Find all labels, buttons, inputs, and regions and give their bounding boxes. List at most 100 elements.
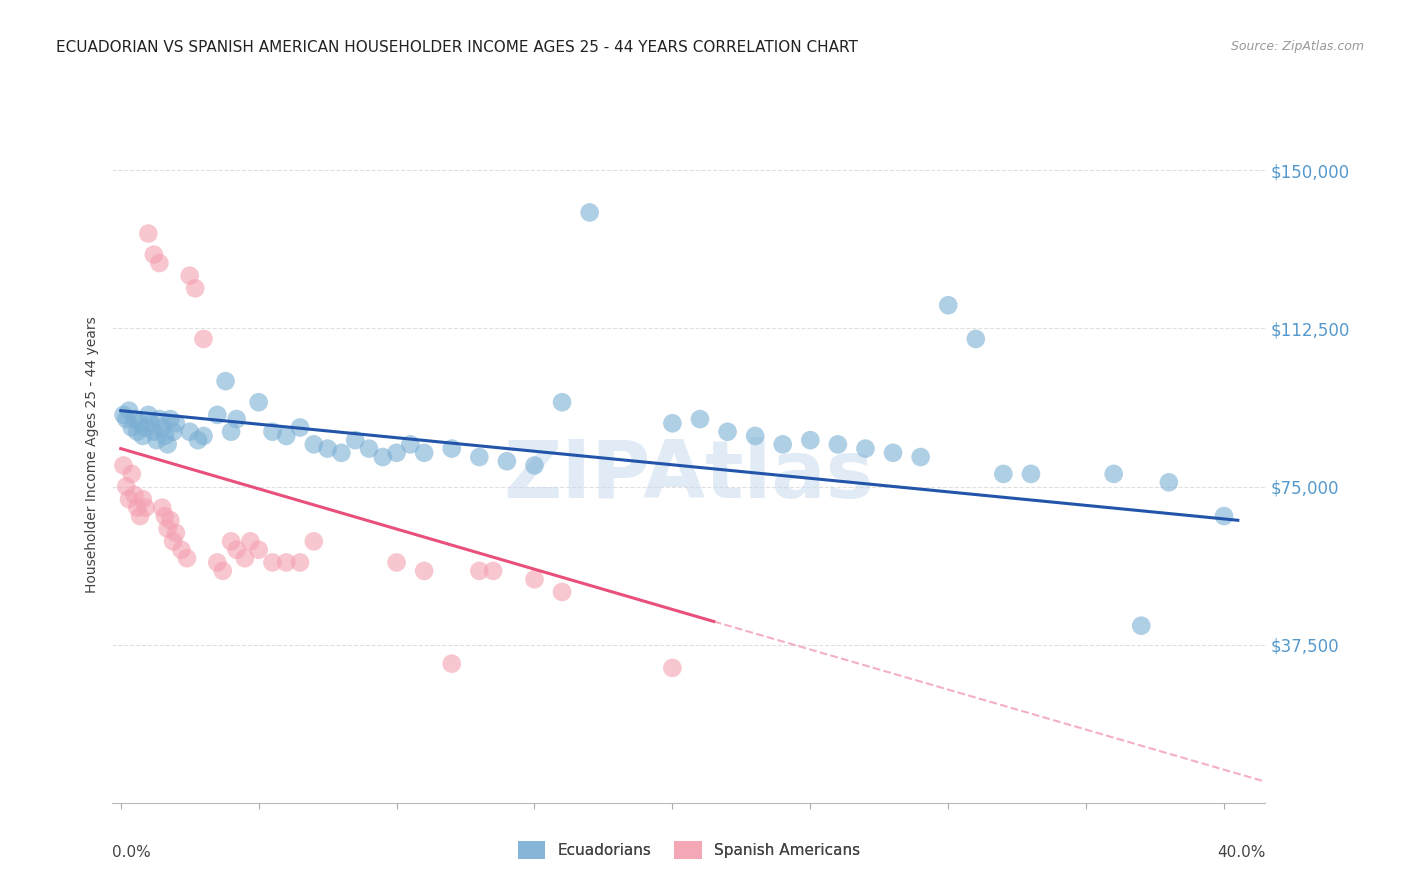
Point xyxy=(936,298,959,312)
Point xyxy=(413,564,436,578)
Point xyxy=(124,412,146,426)
Point xyxy=(138,227,160,241)
Point xyxy=(184,281,207,295)
Point xyxy=(159,412,181,426)
Point xyxy=(316,442,339,456)
Point xyxy=(302,437,325,451)
Point xyxy=(214,374,236,388)
Point xyxy=(193,429,215,443)
Point xyxy=(193,332,215,346)
Point xyxy=(440,442,463,456)
Text: ZIPAtlas: ZIPAtlas xyxy=(503,437,875,515)
Point xyxy=(225,542,247,557)
Point xyxy=(153,429,176,443)
Point xyxy=(159,513,181,527)
Point xyxy=(482,564,505,578)
Point xyxy=(371,450,394,464)
Point xyxy=(1213,509,1236,524)
Point xyxy=(551,585,574,599)
Point xyxy=(262,556,284,570)
Point xyxy=(127,500,149,515)
Point xyxy=(129,417,152,431)
Point xyxy=(910,450,932,464)
Point xyxy=(1019,467,1042,481)
Point xyxy=(302,534,325,549)
Point xyxy=(115,479,138,493)
Point xyxy=(399,437,422,451)
Point xyxy=(1157,475,1180,490)
Point xyxy=(468,450,491,464)
Point xyxy=(247,542,270,557)
Point xyxy=(262,425,284,439)
Point xyxy=(523,458,546,473)
Y-axis label: Householder Income Ages 25 - 44 years: Householder Income Ages 25 - 44 years xyxy=(86,317,100,593)
Point xyxy=(115,412,138,426)
Point xyxy=(661,417,683,431)
Point xyxy=(413,446,436,460)
Point xyxy=(855,442,877,456)
Point xyxy=(689,412,711,426)
Point xyxy=(1102,467,1125,481)
Point xyxy=(139,417,162,431)
Point xyxy=(661,661,683,675)
Point xyxy=(357,442,380,456)
Point xyxy=(156,437,179,451)
Point xyxy=(288,420,311,434)
Point xyxy=(138,408,160,422)
Point xyxy=(176,551,198,566)
Point xyxy=(118,492,141,507)
Point xyxy=(330,446,353,460)
Point xyxy=(156,522,179,536)
Point xyxy=(112,408,135,422)
Point xyxy=(179,425,201,439)
Point xyxy=(142,425,165,439)
Point xyxy=(225,412,247,426)
Point xyxy=(162,534,184,549)
Point xyxy=(523,572,546,586)
Point xyxy=(744,429,766,443)
Point xyxy=(207,556,229,570)
Point xyxy=(135,420,157,434)
Point xyxy=(385,446,408,460)
Point xyxy=(132,492,155,507)
Point xyxy=(882,446,904,460)
Point xyxy=(187,433,209,447)
Text: 0.0%: 0.0% xyxy=(112,845,152,860)
Point xyxy=(211,564,233,578)
Point xyxy=(344,433,367,447)
Point xyxy=(219,425,242,439)
Point xyxy=(132,429,155,443)
Point xyxy=(165,417,187,431)
Point xyxy=(288,556,311,570)
Point xyxy=(496,454,519,468)
Point xyxy=(993,467,1015,481)
Point xyxy=(799,433,821,447)
Point xyxy=(207,408,229,422)
Text: ECUADORIAN VS SPANISH AMERICAN HOUSEHOLDER INCOME AGES 25 - 44 YEARS CORRELATION: ECUADORIAN VS SPANISH AMERICAN HOUSEHOLD… xyxy=(56,40,858,55)
Point xyxy=(385,556,408,570)
Point xyxy=(148,256,170,270)
Point xyxy=(716,425,738,439)
Point xyxy=(121,467,143,481)
Point xyxy=(127,425,149,439)
Point xyxy=(247,395,270,409)
Point xyxy=(162,425,184,439)
Point xyxy=(965,332,987,346)
Point xyxy=(150,500,173,515)
Point xyxy=(233,551,256,566)
Text: Source: ZipAtlas.com: Source: ZipAtlas.com xyxy=(1230,40,1364,54)
Point xyxy=(153,509,176,524)
Legend: Ecuadorians, Spanish Americans: Ecuadorians, Spanish Americans xyxy=(512,835,866,864)
Point xyxy=(578,205,600,219)
Point xyxy=(165,525,187,540)
Point xyxy=(170,542,193,557)
Point xyxy=(118,403,141,417)
Point xyxy=(827,437,849,451)
Point xyxy=(1130,618,1153,632)
Point xyxy=(135,500,157,515)
Point xyxy=(772,437,794,451)
Point xyxy=(124,488,146,502)
Point xyxy=(145,433,167,447)
Point xyxy=(440,657,463,671)
Point xyxy=(276,556,298,570)
